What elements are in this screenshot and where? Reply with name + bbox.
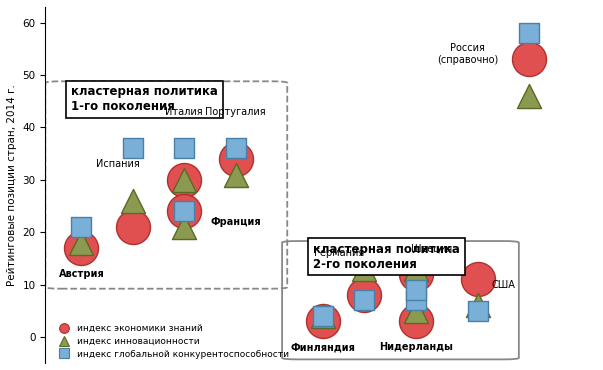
Text: Австрия: Австрия xyxy=(58,269,104,279)
Point xyxy=(128,145,137,151)
Text: кластерная политика
1-го поколения: кластерная политика 1-го поколения xyxy=(71,85,218,114)
Point xyxy=(231,145,241,151)
Text: Россия
(справочно): Россия (справочно) xyxy=(437,43,498,65)
Point xyxy=(231,172,241,178)
Text: кластерная политика
2-го поколения: кластерная политика 2-го поколения xyxy=(313,243,460,270)
Point xyxy=(411,266,421,272)
Text: Финляндия: Финляндия xyxy=(291,342,356,352)
Text: США: США xyxy=(491,279,516,289)
Point xyxy=(180,177,189,183)
Point xyxy=(128,224,137,230)
Text: Португалия: Португалия xyxy=(206,107,266,117)
Text: Швеция: Швеция xyxy=(411,243,452,253)
Point xyxy=(473,308,482,314)
Point xyxy=(180,145,189,151)
Text: Испания: Испания xyxy=(95,159,139,169)
Y-axis label: Рейтинговые позиции стран, 2014 г.: Рейтинговые позиции стран, 2014 г. xyxy=(7,84,17,286)
Point xyxy=(180,208,189,214)
Point xyxy=(359,266,369,272)
Text: Италия: Италия xyxy=(165,107,203,117)
Point xyxy=(525,30,534,36)
Point xyxy=(318,313,328,319)
Text: Нидерланды: Нидерланды xyxy=(379,342,453,352)
Point xyxy=(411,271,421,277)
Legend: индекс экономики знаний, индекс инновационности, индекс глобальной конкурентоспо: индекс экономики знаний, индекс инноваци… xyxy=(55,324,289,359)
Point xyxy=(359,297,369,303)
Point xyxy=(525,93,534,99)
Text: Франция: Франция xyxy=(210,217,261,227)
Point xyxy=(473,276,482,282)
Point xyxy=(411,297,421,303)
Point xyxy=(231,156,241,162)
Point xyxy=(318,318,328,324)
Text: Германия: Германия xyxy=(314,248,364,258)
Point xyxy=(180,224,189,230)
Point xyxy=(77,240,86,246)
Point xyxy=(359,292,369,298)
Point xyxy=(128,198,137,204)
Point xyxy=(411,318,421,324)
Point xyxy=(318,313,328,319)
Point xyxy=(473,303,482,309)
Point xyxy=(411,287,421,293)
Point xyxy=(77,245,86,251)
Point xyxy=(525,56,534,62)
Point xyxy=(180,177,189,183)
Point xyxy=(411,308,421,314)
Point xyxy=(180,208,189,214)
Point xyxy=(77,224,86,230)
